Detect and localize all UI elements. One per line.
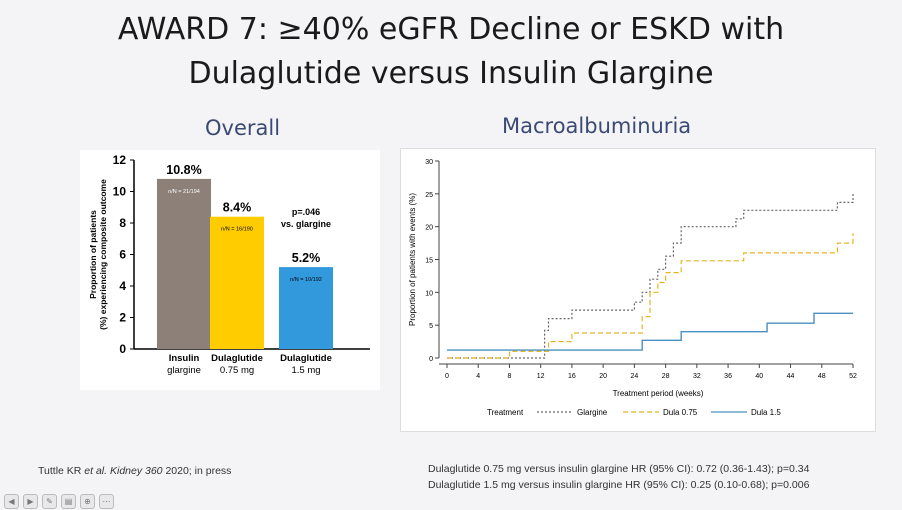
overall-bar-chart-svg: 0 2 4 6 8 10 12 Proportion of patients(%) exper… bbox=[88, 153, 370, 376]
citation-rest: 2020; in press bbox=[162, 465, 232, 477]
bar-category-label: 0.75 mg bbox=[220, 365, 254, 376]
km-x-tick-label: 40 bbox=[755, 373, 763, 380]
slide-title-line-1: AWARD 7: ≥40% eGFR Decline or ESKD with bbox=[117, 12, 785, 47]
bar-category-label: Insulin bbox=[169, 353, 200, 364]
back-icon[interactable]: ◀ bbox=[4, 494, 19, 509]
km-y-tick-label: 5 bbox=[429, 323, 433, 330]
zoom-icon[interactable]: ⊕ bbox=[80, 494, 95, 509]
bar-n-label: n/N = 16/190 bbox=[221, 227, 253, 233]
pen-icon[interactable]: ✎ bbox=[42, 494, 57, 509]
km-y-tick-label: 15 bbox=[425, 258, 433, 265]
citation-journal: Kidney 360 bbox=[107, 465, 163, 477]
bar-y-axis-label: Proportion of patients(%) experiencing c… bbox=[88, 179, 108, 330]
bar-y-tick-label: 0 bbox=[119, 342, 126, 356]
km-x-tick-label: 4 bbox=[476, 373, 480, 380]
bar-n-label: n/N = 21/194 bbox=[168, 189, 200, 195]
bar-category-label: 1.5 mg bbox=[291, 365, 320, 376]
citation-etal: et al. bbox=[84, 465, 108, 477]
km-y-tick-label: 25 bbox=[425, 192, 433, 199]
bar-category-label: Dulaglutide bbox=[211, 353, 263, 364]
km-x-tick-label: 20 bbox=[599, 373, 607, 380]
bar-0 bbox=[157, 178, 211, 349]
citation-authors: Tuttle KR bbox=[38, 465, 85, 477]
bar-2 bbox=[279, 267, 333, 349]
bar-y-tick-label: 6 bbox=[119, 248, 126, 262]
overall-subtitle: Overall bbox=[205, 116, 281, 140]
km-x-tick-label: 28 bbox=[662, 373, 670, 380]
hr-result-dula-075: Dulaglutide 0.75 mg versus insulin glarg… bbox=[428, 463, 810, 475]
km-series-line-2 bbox=[447, 312, 853, 351]
km-x-tick-label: 0 bbox=[445, 373, 449, 380]
km-x-tick-label: 32 bbox=[693, 373, 701, 380]
forward-icon[interactable]: ▶ bbox=[23, 494, 38, 509]
km-x-tick-label: 16 bbox=[568, 373, 576, 380]
bar-y-tick-label: 8 bbox=[119, 216, 126, 230]
km-y-tick-label: 0 bbox=[429, 356, 433, 363]
citation: Tuttle KR et al. Kidney 360 2020; in pre… bbox=[38, 465, 231, 477]
bar-n-label: n/N = 10/192 bbox=[290, 277, 322, 283]
bar-value-label: 10.8% bbox=[166, 163, 201, 177]
bar-y-tick-label: 12 bbox=[113, 153, 127, 167]
km-series-line-1 bbox=[447, 233, 854, 359]
presentation-toolbar: ◀ ▶ ✎ ▤ ⊕ ⋯ bbox=[4, 494, 114, 509]
km-y-tick-label: 30 bbox=[425, 159, 433, 166]
bar-value-label: 5.2% bbox=[292, 251, 321, 265]
hr-result-dula-15: Dulaglutide 1.5 mg versus insulin glargi… bbox=[428, 479, 810, 491]
bar-1 bbox=[210, 216, 264, 349]
km-y-tick-label: 10 bbox=[425, 290, 433, 297]
macroalbuminuria-km-chart: 0 5 10 15 20 25 30 0 4 8 12 16 20 24 28 32 36 40 44 48 52 Tre… bbox=[400, 148, 876, 432]
bar-value-label: 8.4% bbox=[223, 201, 252, 215]
bar-y-tick-label: 4 bbox=[119, 279, 126, 293]
bar-category-label: Dulaglutide bbox=[280, 353, 332, 364]
km-x-tick-label: 36 bbox=[724, 373, 732, 380]
km-y-axis-label: Proportion of patients with events (%) bbox=[408, 193, 417, 326]
km-x-tick-label: 12 bbox=[537, 373, 545, 380]
km-x-tick-label: 52 bbox=[849, 373, 857, 380]
km-legend-label: Dula 1.5 bbox=[751, 408, 781, 417]
bar-y-tick-label: 2 bbox=[119, 311, 126, 325]
macroalbuminuria-subtitle: Macroalbuminuria bbox=[502, 114, 692, 138]
pages-icon[interactable]: ▤ bbox=[61, 494, 76, 509]
km-x-tick-label: 48 bbox=[818, 373, 826, 380]
km-legend-title: Treatment bbox=[487, 408, 524, 417]
km-x-tick-label: 44 bbox=[787, 373, 795, 380]
bar-p-value-annotation: vs. glargine bbox=[281, 219, 331, 229]
km-x-tick-label: 8 bbox=[508, 373, 512, 380]
bar-y-tick-label: 10 bbox=[113, 185, 127, 199]
overall-bar-chart: 0 2 4 6 8 10 12 Proportion of patients(%) exper… bbox=[80, 150, 380, 390]
more-icon[interactable]: ⋯ bbox=[99, 494, 114, 509]
bar-p-value-annotation: p=.046 bbox=[292, 207, 320, 217]
km-legend-label: Dula 0.75 bbox=[663, 408, 698, 417]
km-x-axis-label: Treatment period (weeks) bbox=[613, 389, 704, 398]
km-x-tick-label: 24 bbox=[630, 373, 638, 380]
km-legend-label: Glargine bbox=[577, 408, 608, 417]
km-series-line-0 bbox=[447, 193, 854, 359]
bar-category-label: glargine bbox=[167, 365, 201, 376]
slide-title-line-2: Dulaglutide versus Insulin Glargine bbox=[188, 56, 714, 91]
km-y-tick-label: 20 bbox=[425, 225, 433, 232]
